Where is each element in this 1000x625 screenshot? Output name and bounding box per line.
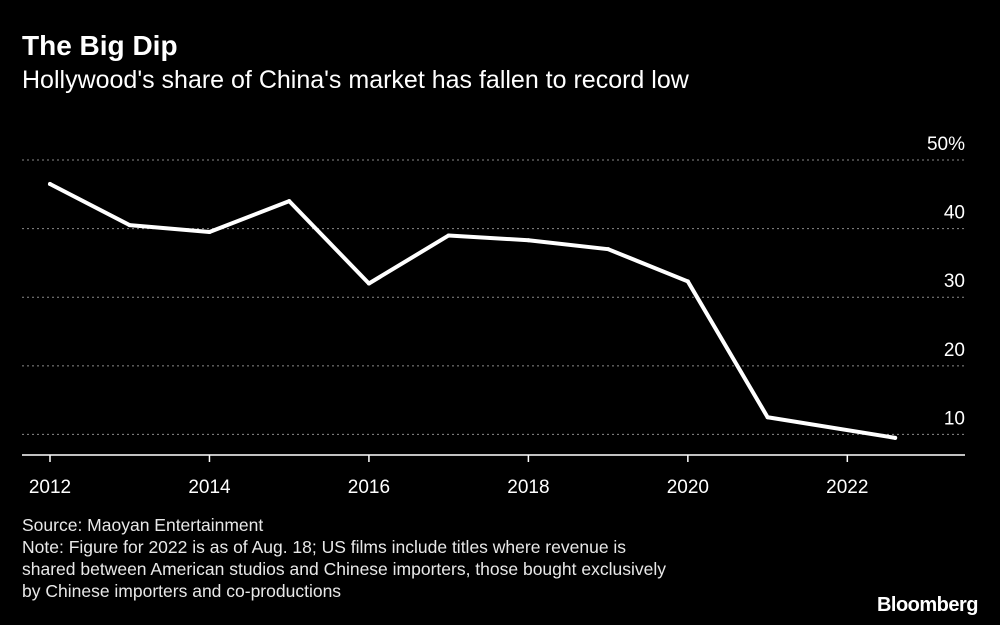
chart-title: The Big Dip: [22, 30, 178, 61]
x-tick-label-2022: 2022: [826, 477, 868, 498]
source-note: Source: Maoyan Entertainment: [22, 515, 264, 535]
y-tick-label-30: 30: [944, 271, 965, 292]
y-tick-label-40: 40: [944, 203, 965, 224]
data-point-2022.6: [893, 435, 898, 440]
data-point-2021: [765, 415, 770, 420]
x-tick-label-2018: 2018: [507, 477, 549, 498]
data-point-2013: [127, 223, 132, 228]
note-line-1: Note: Figure for 2022 is as of Aug. 18; …: [22, 537, 627, 557]
series-line-0: [48, 182, 898, 440]
note-line-2: shared between American studios and Chin…: [22, 559, 666, 579]
data-point-2017: [446, 233, 451, 238]
y-tick-label-20: 20: [944, 340, 965, 361]
data-point-2014: [207, 230, 212, 235]
x-tick-label-2016: 2016: [348, 477, 390, 498]
chart-subtitle: Hollywood's share of China's market has …: [22, 66, 689, 94]
data-point-2018: [526, 238, 531, 243]
data-point-2020: [685, 279, 690, 284]
x-tick-label-2020: 2020: [667, 477, 709, 498]
data-point-2019: [606, 247, 611, 252]
data-point-2012: [48, 182, 52, 187]
y-tick-label-50: 50%: [927, 134, 965, 155]
bloomberg-logo: Bloomberg: [876, 594, 979, 616]
x-tick-label-2014: 2014: [188, 477, 231, 498]
data-point-2015: [287, 199, 292, 204]
chart-footer: Source: Maoyan Entertainment Note: Figur…: [22, 514, 822, 602]
data-point-2016: [366, 281, 371, 286]
y-tick-label-10: 10: [944, 408, 965, 429]
note-line-3: by Chinese importers and co-productions: [22, 581, 342, 601]
x-tick-label-2012: 2012: [29, 477, 71, 498]
